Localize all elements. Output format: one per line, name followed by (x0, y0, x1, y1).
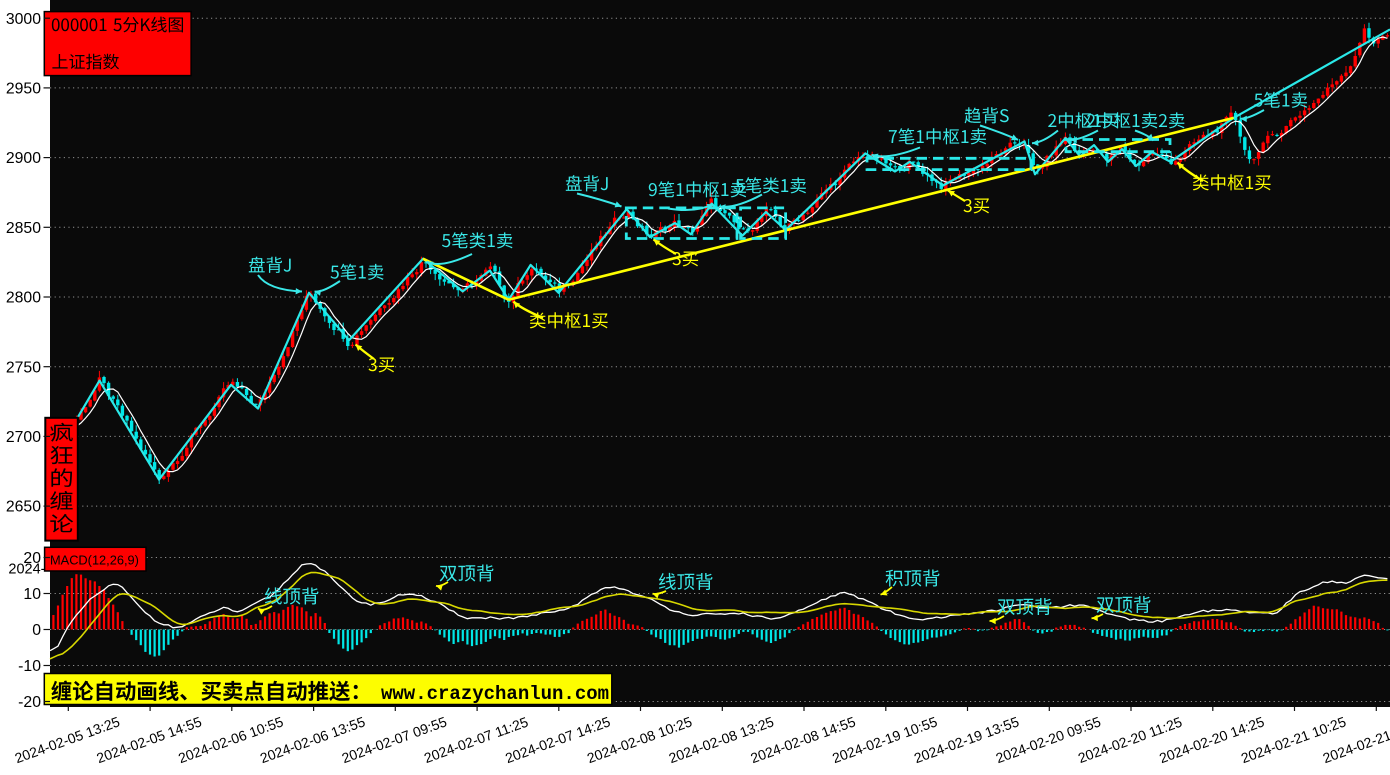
svg-text:-20: -20 (18, 694, 41, 711)
svg-text:2850: 2850 (6, 220, 41, 237)
svg-text:10: 10 (23, 586, 41, 603)
svg-text:-10: -10 (18, 658, 41, 675)
svg-text:2900: 2900 (6, 150, 41, 167)
svg-text:www.crazychanlun.com: www.crazychanlun.com (381, 683, 609, 705)
svg-text:20: 20 (23, 550, 41, 567)
svg-text:2800: 2800 (6, 290, 41, 307)
svg-text:MACD(12,26,9): MACD(12,26,9) (50, 553, 139, 568)
svg-text:0: 0 (32, 622, 41, 639)
svg-text:3000: 3000 (6, 11, 41, 28)
svg-text:2650: 2650 (6, 499, 41, 516)
svg-text:2750: 2750 (6, 359, 41, 376)
svg-text:2950: 2950 (6, 81, 41, 98)
svg-text:2024-: 2024- (8, 562, 45, 578)
svg-text:2700: 2700 (6, 429, 41, 446)
